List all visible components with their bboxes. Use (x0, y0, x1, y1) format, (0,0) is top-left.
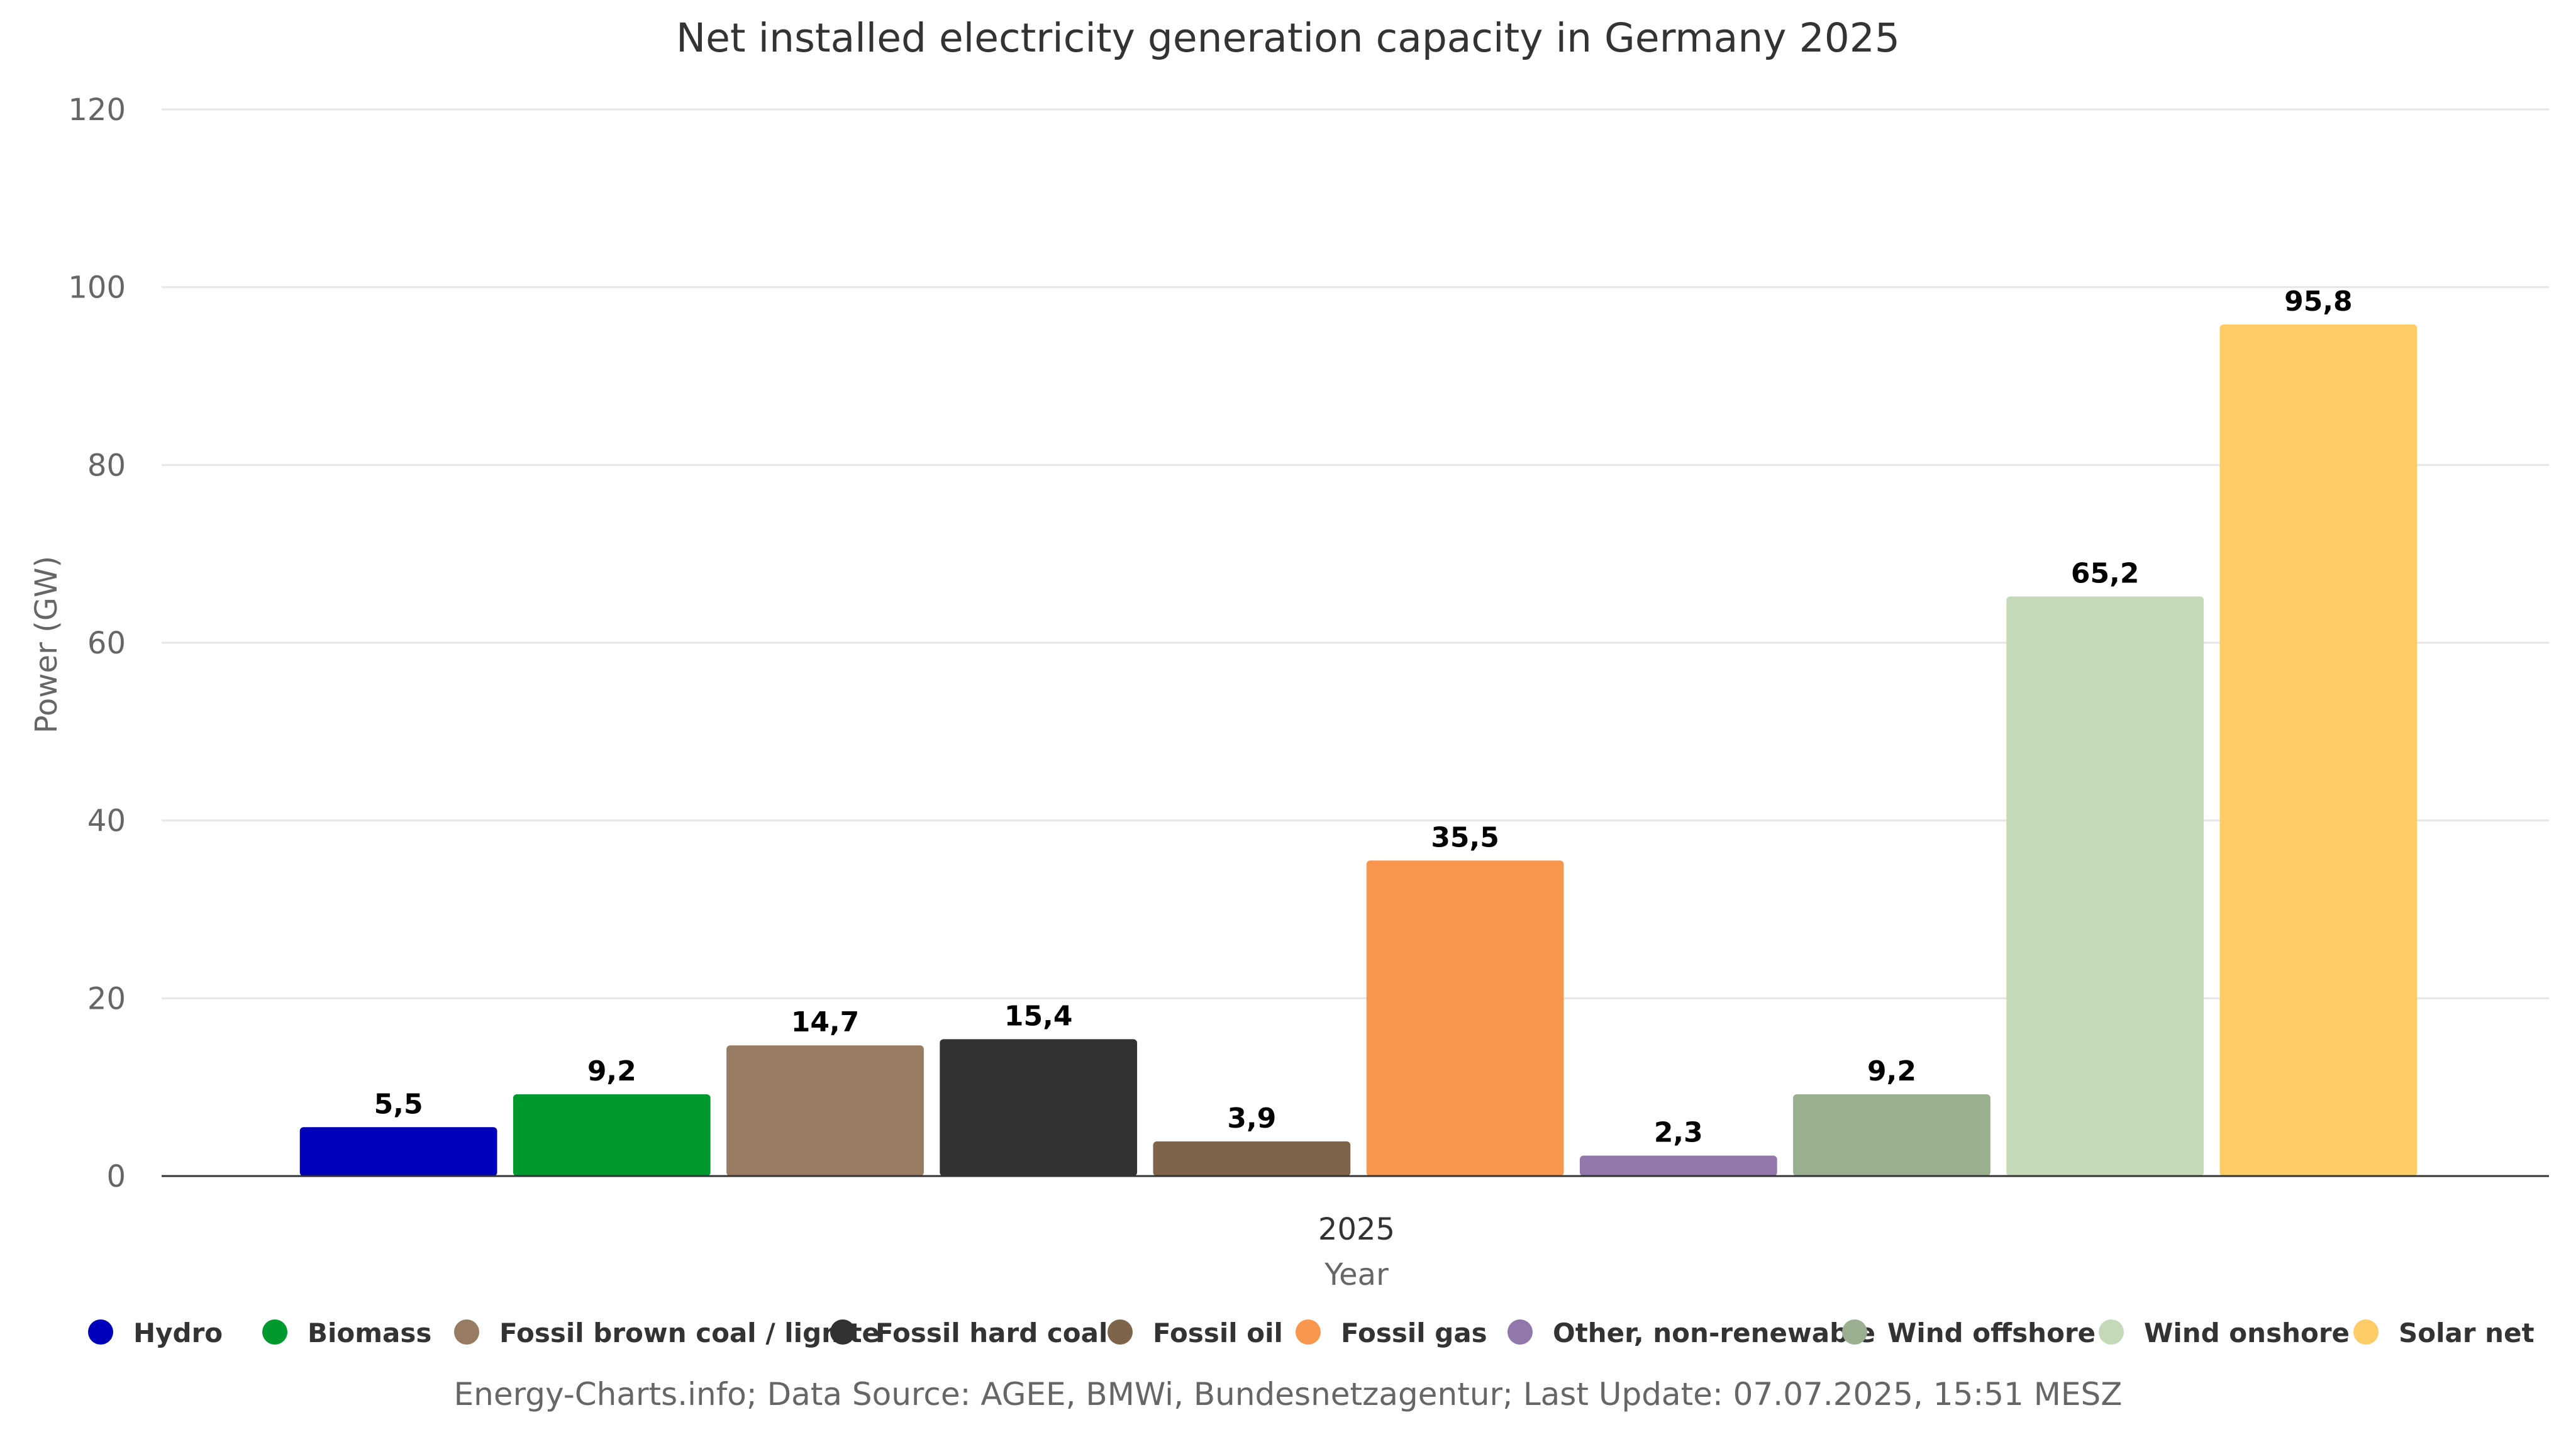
bar[interactable] (940, 1039, 1138, 1176)
legend-item[interactable]: Fossil gas (1296, 1318, 1487, 1348)
bar[interactable] (1366, 860, 1564, 1176)
legend: Hydro Biomass Fossil brown coal / ligniteF… (88, 1318, 2534, 1348)
legend-label: Fossil hard coal (875, 1318, 1108, 1348)
legend-item[interactable]: Fossil hard coal (830, 1318, 1108, 1348)
y-axis-ticks: 0 20 40 60 80 100 120 (68, 92, 126, 1194)
data-label: 2,3 (1654, 1116, 1703, 1148)
legend-label: Other, non-renewable (1553, 1318, 1875, 1348)
y-axis-label: Power (GW) (29, 556, 64, 734)
data-label: 3,9 (1227, 1102, 1276, 1135)
legend-label: Fossil brown coal / lignite (499, 1318, 880, 1348)
legend-item[interactable]: Other, non-renewable (1507, 1318, 1875, 1348)
legend-item[interactable]: Hydro (88, 1318, 223, 1348)
legend-marker (454, 1319, 479, 1345)
bar[interactable] (1153, 1141, 1351, 1176)
y-tick-label: 40 (87, 804, 126, 839)
legend-label: Wind onshore (2144, 1318, 2350, 1348)
data-label: 9,2 (587, 1055, 636, 1087)
legend-label: Wind offshore (1887, 1318, 2096, 1348)
legend-label: Hydro (133, 1318, 223, 1348)
data-label: 65,2 (2071, 558, 2140, 590)
x-category-label: 2025 (1318, 1212, 1395, 1247)
bar[interactable] (726, 1045, 924, 1176)
data-label: 35,5 (1431, 821, 1499, 853)
legend-label: Fossil gas (1341, 1318, 1487, 1348)
data-label: 15,4 (1004, 1000, 1073, 1032)
legend-marker (2353, 1319, 2379, 1345)
data-label: 14,7 (791, 1006, 860, 1038)
bar[interactable] (2219, 325, 2418, 1177)
source-caption: Energy-Charts.info; Data Source: AGEE, B… (454, 1376, 2123, 1413)
legend-marker (2099, 1319, 2124, 1345)
legend-item[interactable]: Wind offshore (1842, 1318, 2096, 1348)
data-label: 9,2 (1867, 1055, 1916, 1087)
y-tick-label: 60 (87, 626, 126, 661)
legend-label: Fossil oil (1153, 1318, 1283, 1348)
data-labels: 5,5 9,2 14,7 15,4 3,9 35,5 2,3 9,2 65,2 95,8 (374, 286, 2353, 1148)
bar[interactable] (1793, 1094, 1990, 1176)
legend-marker (1296, 1319, 1321, 1345)
legend-label: Biomass (308, 1318, 431, 1348)
legend-item[interactable]: Wind onshore (2099, 1318, 2350, 1348)
legend-marker (262, 1319, 287, 1345)
legend-marker (1842, 1319, 1867, 1345)
data-label: 5,5 (374, 1088, 423, 1120)
legend-marker (830, 1319, 855, 1345)
bars (299, 325, 2418, 1177)
bar[interactable] (2006, 596, 2204, 1176)
legend-label: Solar net (2399, 1318, 2534, 1348)
legend-marker (1108, 1319, 1133, 1345)
y-tick-label: 20 (87, 981, 126, 1016)
bar[interactable] (513, 1094, 711, 1176)
bar[interactable] (299, 1127, 497, 1176)
legend-item[interactable]: Solar net (2353, 1318, 2534, 1348)
chart-title: Net installed electricity generation cap… (676, 15, 1900, 61)
y-tick-label: 80 (87, 448, 126, 483)
y-tick-label: 120 (68, 92, 126, 128)
legend-item[interactable]: Fossil brown coal / lignite (454, 1318, 880, 1348)
legend-marker (88, 1319, 113, 1345)
y-tick-label: 0 (106, 1159, 126, 1194)
legend-item[interactable]: Biomass (262, 1318, 431, 1348)
bar[interactable] (1579, 1155, 1777, 1176)
legend-item[interactable]: Fossil oil (1108, 1318, 1283, 1348)
x-axis-label: Year (1324, 1257, 1389, 1292)
data-label: 95,8 (2284, 286, 2353, 318)
legend-marker (1507, 1319, 1533, 1345)
y-tick-label: 100 (68, 270, 126, 306)
